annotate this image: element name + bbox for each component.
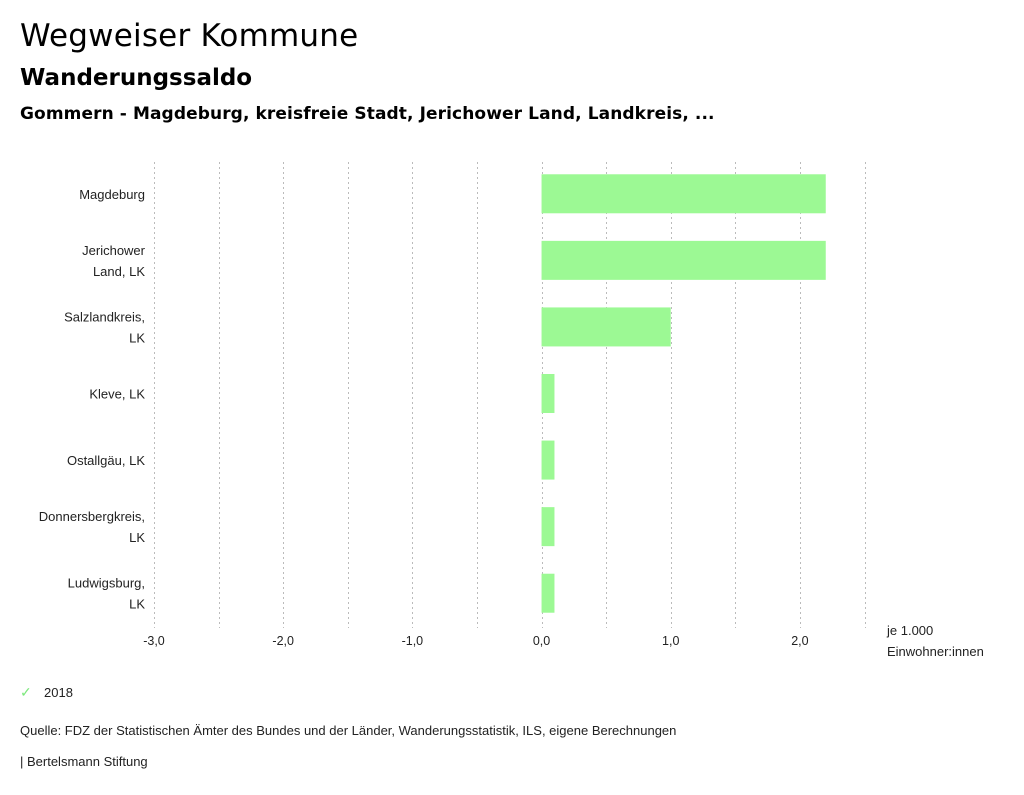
x-tick-label: 0,0 (533, 634, 550, 648)
category-label-line: LK (129, 597, 145, 612)
x-axis-tick-labels: -3,0 -2,0 -1,0 0,0 1,0 2,0 (143, 634, 808, 648)
x-tick-label: 2,0 (791, 634, 808, 648)
bar[interactable] (541, 374, 555, 413)
category-label-line: LK (129, 330, 145, 345)
page-title: Wegweiser Kommune (20, 18, 359, 54)
category-label: Salzlandkreis, LK (64, 309, 145, 345)
x-axis-unit-label: je 1.000 Einwohner:innen (886, 623, 984, 659)
bar-chart: Magdeburg Jerichower Land, LK Salzlandkreis… (39, 162, 984, 659)
bar[interactable] (541, 507, 555, 547)
x-tick-label: -1,0 (402, 634, 424, 648)
category-label: Kleve, LK (89, 387, 145, 402)
credit-note: | Bertelsmann Stiftung (20, 754, 148, 769)
category-label-line: Kleve, LK (89, 387, 145, 402)
bar[interactable] (541, 440, 555, 480)
category-label: Ludwigsburg, LK (68, 576, 146, 612)
category-label-line: Land, LK (93, 264, 145, 279)
bar[interactable] (541, 573, 555, 613)
gridlines (154, 162, 866, 628)
bar[interactable] (541, 240, 826, 280)
legend-label: 2018 (44, 685, 73, 700)
check-icon: ✓ (20, 684, 32, 700)
x-axis-label: je 1.000 (886, 623, 933, 638)
category-label-line: Magdeburg (79, 187, 145, 202)
category-label-line: Jerichower (82, 243, 146, 258)
category-label-line: Donnersbergkreis, (39, 509, 145, 524)
category-label-line: Ostallgäu, LK (67, 453, 145, 468)
region-selection-title: Gommern - Magdeburg, kreisfreie Stadt, J… (20, 104, 715, 124)
category-label-line: Ludwigsburg, (68, 576, 145, 591)
category-label: Jerichower Land, LK (82, 243, 146, 279)
x-tick-label: -2,0 (272, 634, 294, 648)
x-axis-label: Einwohner:innen (887, 644, 984, 659)
chart-subtitle: Wanderungssaldo (20, 65, 253, 91)
x-tick-label: -3,0 (143, 634, 165, 648)
category-label: Donnersbergkreis, LK (39, 509, 146, 545)
category-labels: Magdeburg Jerichower Land, LK Salzlandkreis… (39, 187, 146, 612)
source-note: Quelle: FDZ der Statistischen Ämter des … (20, 723, 677, 738)
category-label: Magdeburg (79, 187, 145, 202)
bar[interactable] (541, 174, 826, 214)
category-label-line: LK (129, 530, 145, 545)
category-label: Ostallgäu, LK (67, 453, 145, 468)
bar[interactable] (541, 307, 671, 347)
bars (541, 174, 826, 613)
x-tick-label: 1,0 (662, 634, 679, 648)
legend-item-2018[interactable]: ✓ 2018 (20, 684, 73, 701)
category-label-line: Salzlandkreis, (64, 309, 145, 324)
